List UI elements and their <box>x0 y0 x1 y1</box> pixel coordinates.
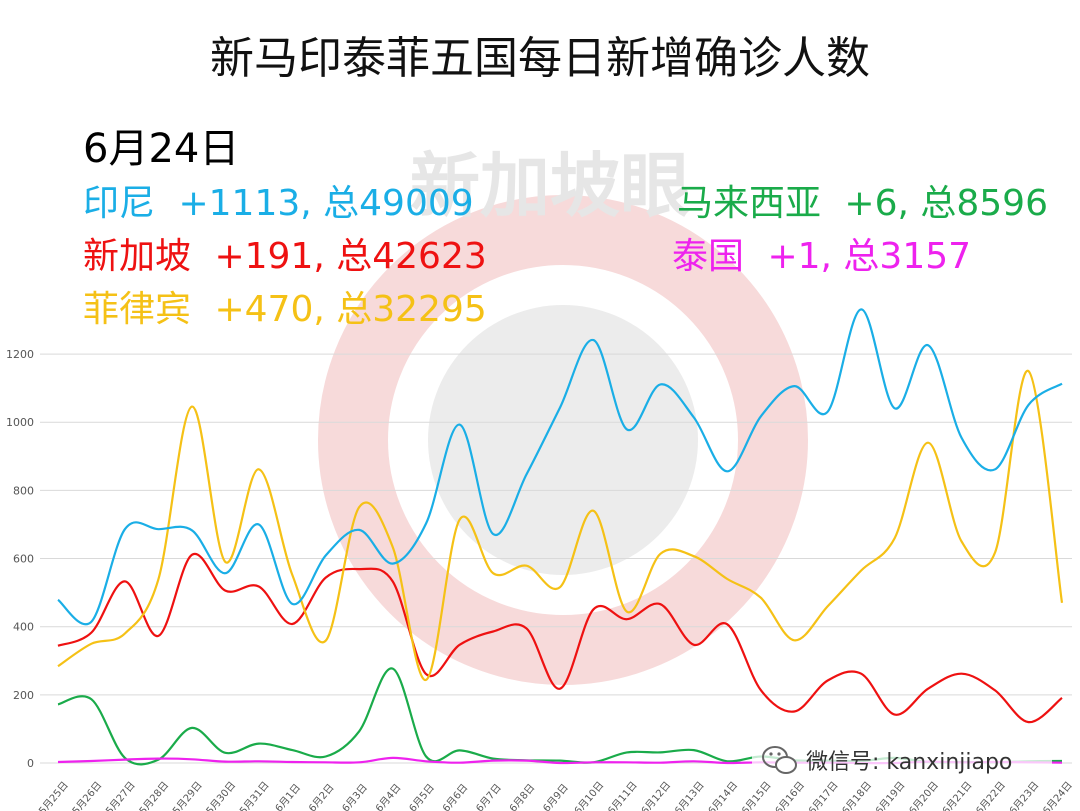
x-tick-label: 5月28日 <box>137 779 171 811</box>
watermark-ring <box>318 195 808 685</box>
x-tick-label: 6月24日 <box>1041 779 1075 811</box>
x-tick-label: 6月17日 <box>806 779 840 811</box>
summary-philippines: 菲律宾 +470, 总32295 <box>83 289 487 330</box>
chart-title: 新马印泰菲五国每日新增确诊人数 <box>210 33 870 84</box>
watermark-text: 新加坡眼 <box>410 145 690 227</box>
x-tick-label: 6月20日 <box>907 779 941 811</box>
x-tick-label: 5月31日 <box>237 779 271 811</box>
grid <box>40 353 1072 764</box>
summary-malaysia: 马来西亚 +6, 总8596 <box>677 183 1048 224</box>
y-tick-label: 0 <box>27 757 34 770</box>
series-line-indonesia <box>57 308 1063 626</box>
summary-thailand: 泰国 +1, 总3157 <box>672 236 971 277</box>
x-tick-label: 6月12日 <box>639 779 673 811</box>
y-tick-label: 1200 <box>6 348 34 361</box>
series-line-singapore <box>57 552 1063 724</box>
summary-philippines-stat: +470, 总32295 <box>214 289 486 330</box>
summary-indonesia: 印尼 +1113, 总49009 <box>83 183 474 224</box>
x-tick-label: 6月14日 <box>706 779 740 811</box>
x-tick-label: 6月7日 <box>474 782 504 811</box>
wechat-text: 微信号: kanxinjiapo <box>806 750 1012 775</box>
x-tick-label: 6月4日 <box>373 782 403 811</box>
x-tick-label: 6月5日 <box>407 782 437 811</box>
watermark: 新加坡眼 <box>318 145 808 685</box>
y-axis-ticks: 0 200 400 600 800 1000 1200 <box>6 348 34 770</box>
x-tick-label: 5月29日 <box>170 779 204 811</box>
x-tick-label: 6月10日 <box>572 779 606 811</box>
summary-thailand-name: 泰国 <box>672 236 744 277</box>
x-tick-label: 6月23日 <box>1007 779 1041 811</box>
summary-singapore: 新加坡 +191, 总42623 <box>83 236 487 277</box>
x-tick-label: 5月30日 <box>204 779 238 811</box>
x-tick-label: 5月27日 <box>103 779 137 811</box>
x-tick-label: 6月21日 <box>940 779 974 811</box>
y-tick-label: 400 <box>13 621 34 634</box>
y-tick-label: 200 <box>13 689 34 702</box>
summary-philippines-name: 菲律宾 <box>83 289 191 330</box>
x-tick-label: 6月3日 <box>340 782 370 811</box>
series-line-philippines <box>57 369 1064 682</box>
x-tick-label: 6月16日 <box>773 779 807 811</box>
x-tick-label: 6月13日 <box>672 779 706 811</box>
x-tick-label: 6月15日 <box>739 779 773 811</box>
wechat-badge-bg <box>752 740 1052 780</box>
x-tick-label: 5月26日 <box>70 779 104 811</box>
wechat-badge: 微信号: kanxinjiapo <box>752 740 1052 780</box>
y-tick-label: 1000 <box>6 416 34 429</box>
date-label: 6月24日 <box>83 126 239 172</box>
x-tick-label: 6月18日 <box>840 779 874 811</box>
summary-malaysia-stat: +6, 总8596 <box>844 183 1048 224</box>
x-tick-label: 6月19日 <box>873 779 907 811</box>
x-tick-label: 6月8日 <box>507 782 537 811</box>
summary-thailand-stat: +1, 总3157 <box>767 236 971 277</box>
summary-singapore-stat: +191, 总42623 <box>214 236 486 277</box>
x-axis-ticks: 5月25日 5月26日 5月27日 5月28日 5月29日 5月30日 5月31日 6月1日 6… <box>37 779 1075 811</box>
x-tick-label: 6月1日 <box>273 782 303 811</box>
x-tick-label: 6月11日 <box>605 779 639 811</box>
summary-indonesia-name: 印尼 <box>83 183 155 224</box>
x-tick-label: 6月2日 <box>306 782 336 811</box>
summary-indonesia-stat: +1113, 总49009 <box>178 183 473 224</box>
y-tick-label: 600 <box>13 553 34 566</box>
summary-malaysia-name: 马来西亚 <box>677 183 821 224</box>
y-tick-label: 800 <box>13 484 34 497</box>
x-tick-label: 6月22日 <box>974 779 1008 811</box>
x-tick-label: 6月6日 <box>440 782 470 811</box>
x-tick-label: 5月25日 <box>37 779 71 811</box>
summary-singapore-name: 新加坡 <box>83 236 191 277</box>
wechat-icon <box>762 746 797 774</box>
watermark-disc <box>428 305 698 575</box>
x-tick-label: 6月9日 <box>541 782 571 811</box>
